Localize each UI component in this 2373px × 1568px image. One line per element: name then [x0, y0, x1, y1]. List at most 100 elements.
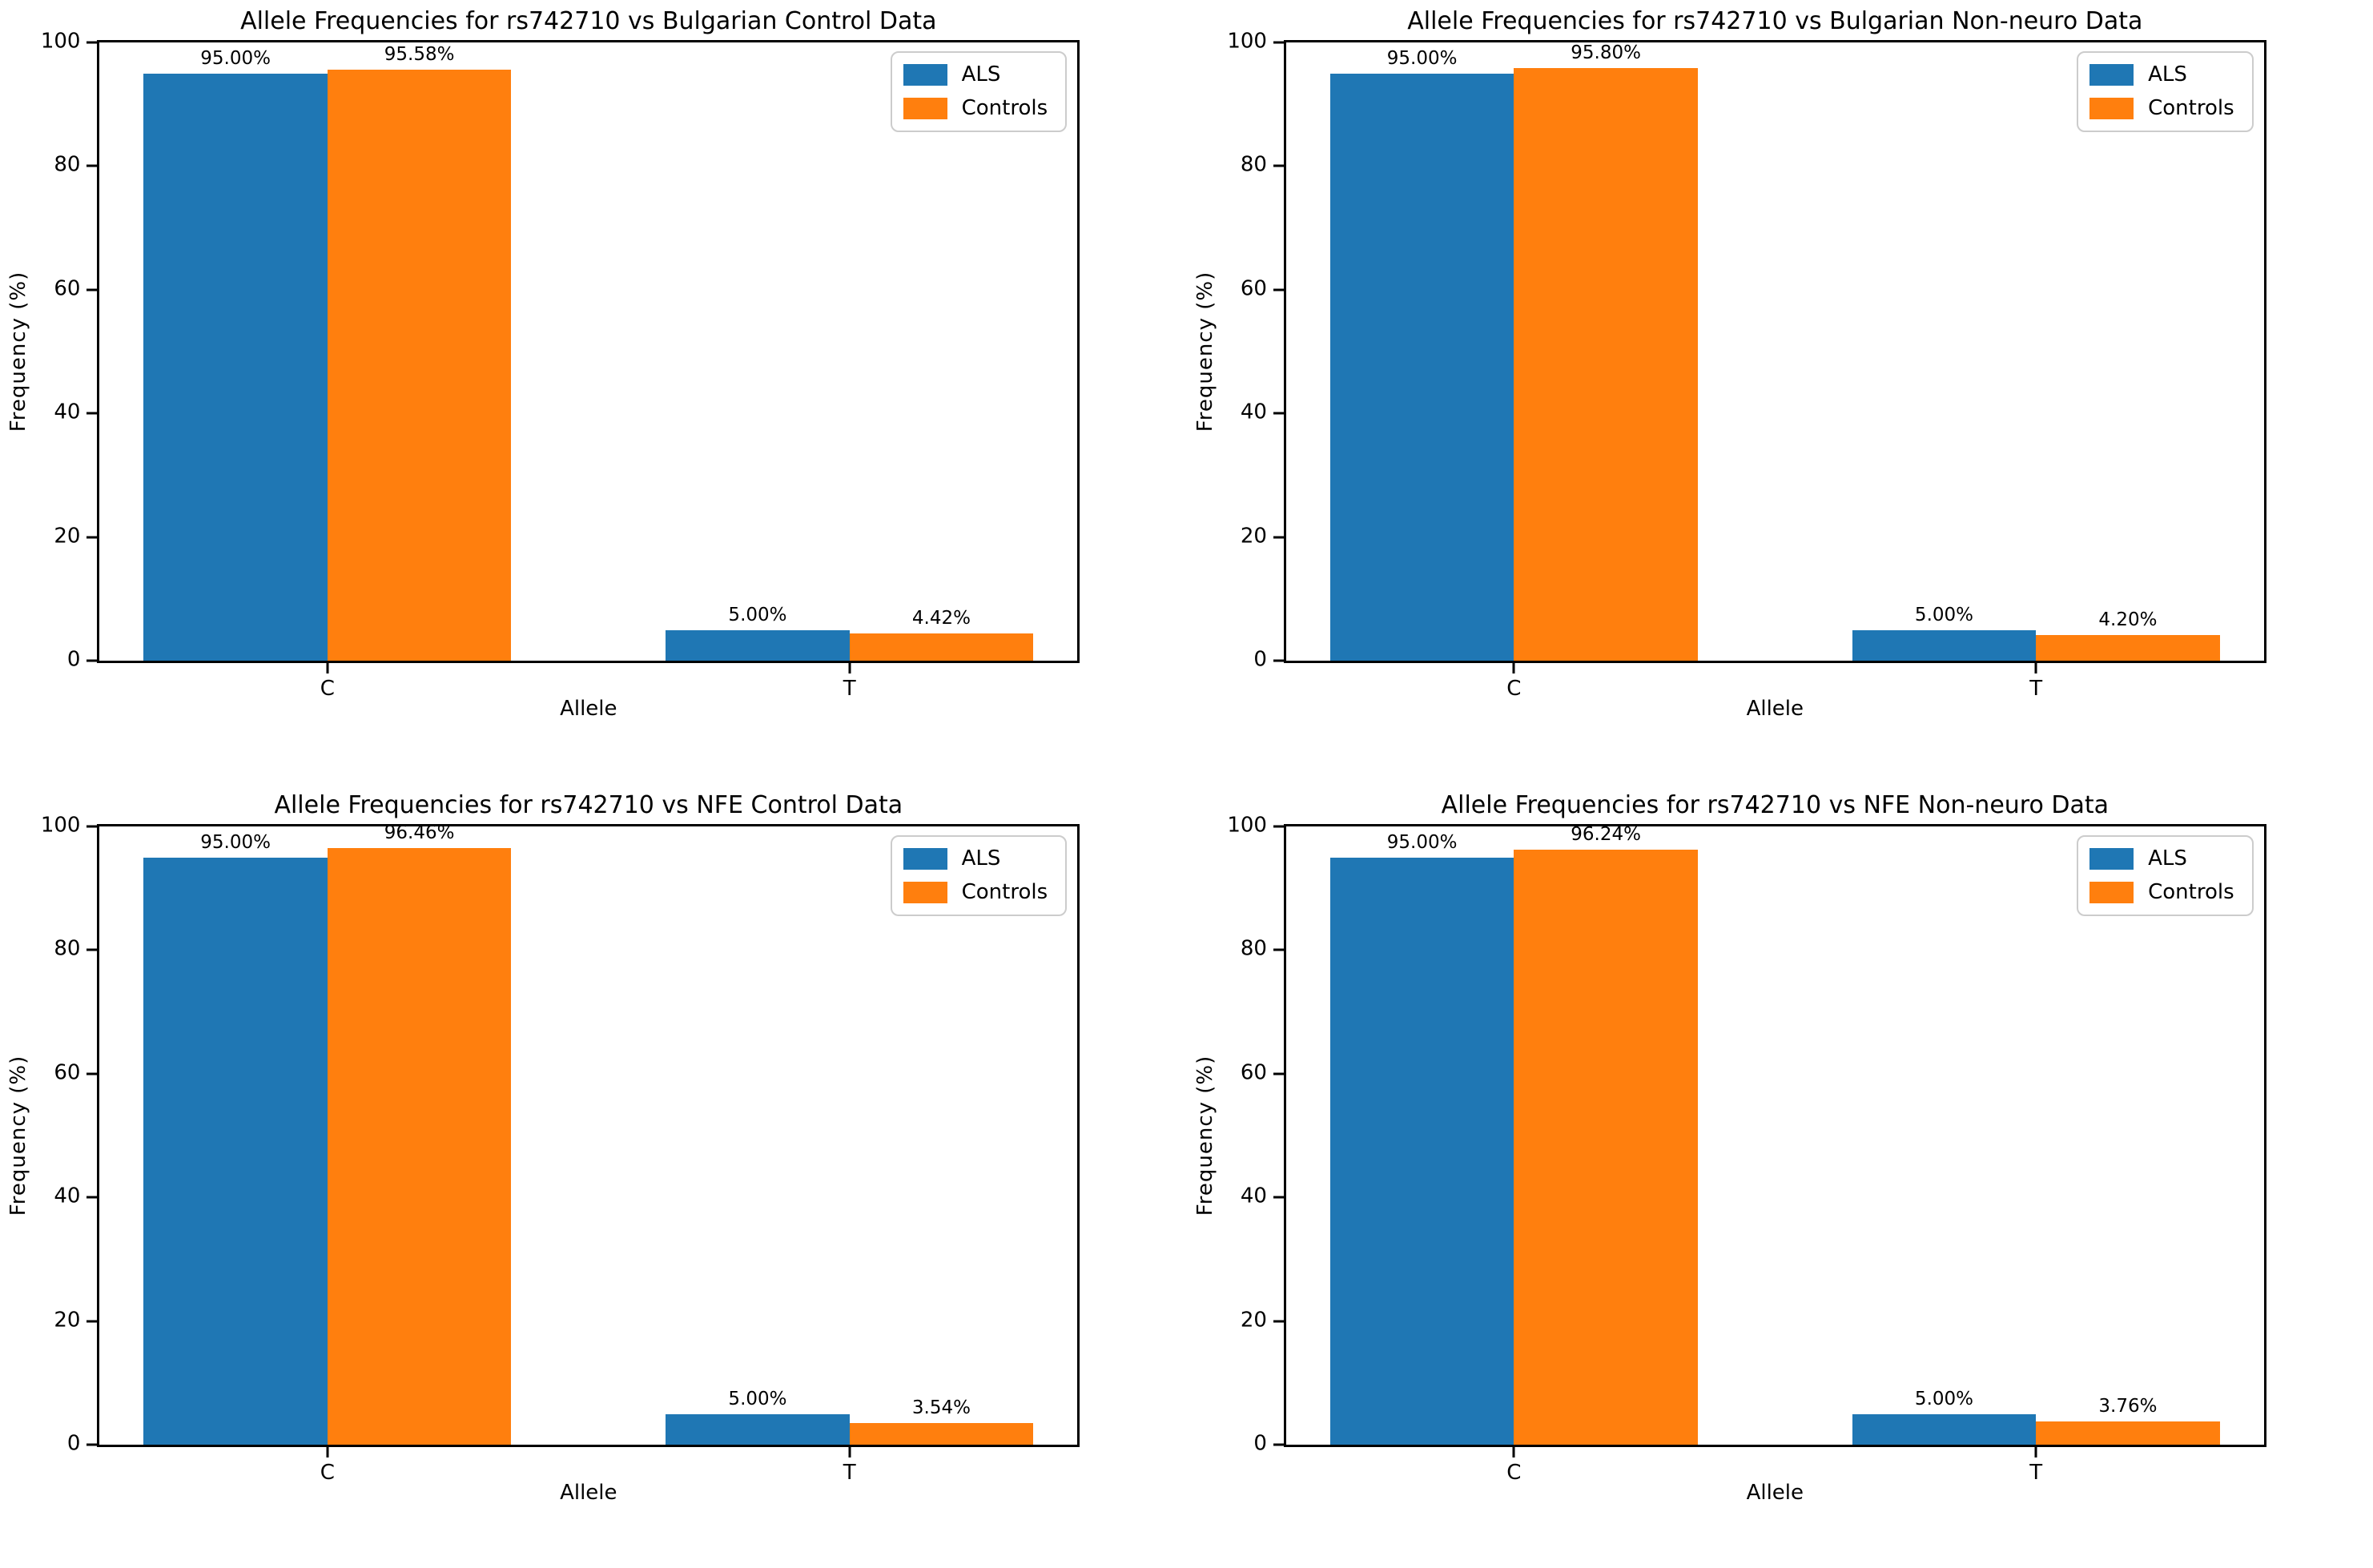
legend: ALS Controls	[890, 834, 1068, 916]
x-tick-mark	[848, 1447, 851, 1458]
bar-controls-c	[327, 70, 512, 661]
bar-controls-t	[2036, 1421, 2220, 1445]
y-axis-label: Frequency (%)	[6, 271, 30, 432]
y-tick-label: 20	[1240, 524, 1267, 549]
x-tick-mark	[2034, 1447, 2037, 1458]
x-tick-label: C	[1506, 677, 1522, 702]
bar-als-c	[1329, 73, 1514, 661]
y-tick-label: 60	[1240, 276, 1267, 301]
y-tick-label: 20	[54, 1308, 81, 1333]
plot-area: ALS Controls 0 20 40 60 80 100 C 95.00% 95.80% T 5…	[1227, 31, 2266, 699]
x-tick-label: C	[1506, 1461, 1522, 1486]
x-tick-mark	[326, 1447, 329, 1458]
bar-controls-t	[849, 633, 1034, 661]
y-tick-mark	[86, 536, 98, 539]
y-axis-label: Frequency (%)	[1193, 271, 1217, 432]
bar-als-t	[666, 1413, 850, 1445]
y-tick-label: 100	[40, 29, 81, 54]
y-tick-mark	[86, 1443, 98, 1446]
legend-label-als: ALS	[2148, 846, 2187, 871]
legend-item-controls: Controls	[903, 880, 1048, 905]
bar-value-label: 5.00%	[1914, 604, 1974, 625]
y-tick-label: 80	[54, 153, 81, 178]
y-axis-label: Frequency (%)	[6, 1055, 30, 1216]
y-tick-mark	[86, 288, 98, 291]
legend-label-controls: Controls	[961, 96, 1048, 121]
plot-area: ALS Controls 0 20 40 60 80 100 C 95.00% 96.24% T 5…	[1227, 815, 2266, 1483]
x-axis-label: Allele	[560, 1481, 617, 1506]
y-tick-mark	[1273, 1443, 1284, 1446]
x-tick-label: C	[320, 677, 335, 702]
als-color-swatch	[903, 847, 947, 870]
bar-controls-c	[1514, 68, 1698, 661]
legend-label-als: ALS	[2148, 62, 2187, 87]
x-tick-mark	[2034, 663, 2037, 674]
y-tick-label: 0	[66, 1431, 81, 1456]
y-tick-label: 40	[54, 400, 81, 425]
bar-als-c	[1329, 857, 1514, 1445]
y-tick-label: 40	[1240, 400, 1267, 425]
controls-color-swatch	[903, 97, 947, 119]
x-tick-label: T	[843, 677, 856, 702]
bar-value-label: 95.00%	[1386, 47, 1458, 69]
legend-item-controls: Controls	[2089, 96, 2234, 121]
plot-area: ALS Controls 0 20 40 60 80 100 C 95.00% 96.46% T 5…	[41, 815, 1080, 1483]
y-tick-mark	[86, 659, 98, 662]
bar-als-t	[1852, 629, 2037, 661]
bar-controls-c	[327, 848, 512, 1445]
plot-area: ALS Controls 0 20 40 60 80 100 C 95.00% 95.58% T 5…	[41, 31, 1080, 699]
bar-value-label: 96.46%	[384, 822, 455, 844]
legend: ALS Controls	[890, 50, 1068, 132]
bar-value-label: 5.00%	[728, 1388, 787, 1409]
y-tick-label: 0	[1253, 1431, 1267, 1456]
y-tick-mark	[86, 1196, 98, 1199]
als-color-swatch	[2089, 63, 2134, 86]
y-tick-label: 40	[1240, 1184, 1267, 1209]
chart-nfe-nonneuro: Allele Frequencies for rs742710 vs NFE N…	[1187, 784, 2373, 1568]
legend-label-controls: Controls	[2148, 96, 2234, 121]
bar-value-label: 95.58%	[384, 44, 455, 66]
bar-controls-t	[2036, 634, 2220, 661]
chart-bulgarian-control: Allele Frequencies for rs742710 vs Bulga…	[0, 0, 1187, 784]
legend-item-als: ALS	[903, 62, 1048, 87]
y-tick-label: 20	[1240, 1308, 1267, 1333]
legend-item-als: ALS	[903, 846, 1048, 871]
x-tick-label: T	[843, 1461, 856, 1486]
x-tick-label: C	[320, 1461, 335, 1486]
bar-value-label: 5.00%	[728, 604, 787, 625]
y-tick-mark	[1273, 164, 1284, 167]
chart-title: Allele Frequencies for rs742710 vs NFE N…	[1441, 791, 2109, 819]
legend-label-als: ALS	[961, 846, 1001, 871]
x-tick-label: T	[2029, 677, 2043, 702]
bar-als-t	[1852, 1413, 2037, 1445]
y-tick-label: 20	[54, 524, 81, 549]
bar-als-c	[143, 857, 328, 1445]
bar-value-label: 96.24%	[1571, 823, 1641, 845]
chart-title: Allele Frequencies for rs742710 vs NFE C…	[274, 791, 903, 819]
y-tick-mark	[86, 825, 98, 828]
legend-label-controls: Controls	[961, 880, 1048, 905]
y-tick-mark	[1273, 825, 1284, 828]
chart-title: Allele Frequencies for rs742710 vs Bulga…	[1407, 7, 2143, 35]
y-axis-label: Frequency (%)	[1193, 1055, 1217, 1216]
y-tick-mark	[86, 412, 98, 415]
y-tick-mark	[1273, 1196, 1284, 1199]
y-tick-label: 100	[1227, 29, 1267, 54]
controls-color-swatch	[2089, 97, 2134, 119]
y-tick-mark	[86, 1320, 98, 1323]
legend-item-als: ALS	[2089, 62, 2234, 87]
y-tick-label: 0	[1253, 647, 1267, 672]
y-tick-mark	[1273, 288, 1284, 291]
legend-label-als: ALS	[961, 62, 1001, 87]
bar-value-label: 4.20%	[2098, 609, 2158, 630]
x-tick-mark	[1512, 663, 1515, 674]
y-tick-mark	[1273, 659, 1284, 662]
y-tick-mark	[1273, 1320, 1284, 1323]
y-tick-label: 100	[1227, 813, 1267, 838]
bar-value-label: 95.00%	[200, 47, 271, 69]
controls-color-swatch	[2089, 881, 2134, 903]
y-tick-mark	[86, 164, 98, 167]
legend: ALS Controls	[2077, 834, 2254, 916]
x-axis-label: Allele	[1746, 697, 1804, 722]
